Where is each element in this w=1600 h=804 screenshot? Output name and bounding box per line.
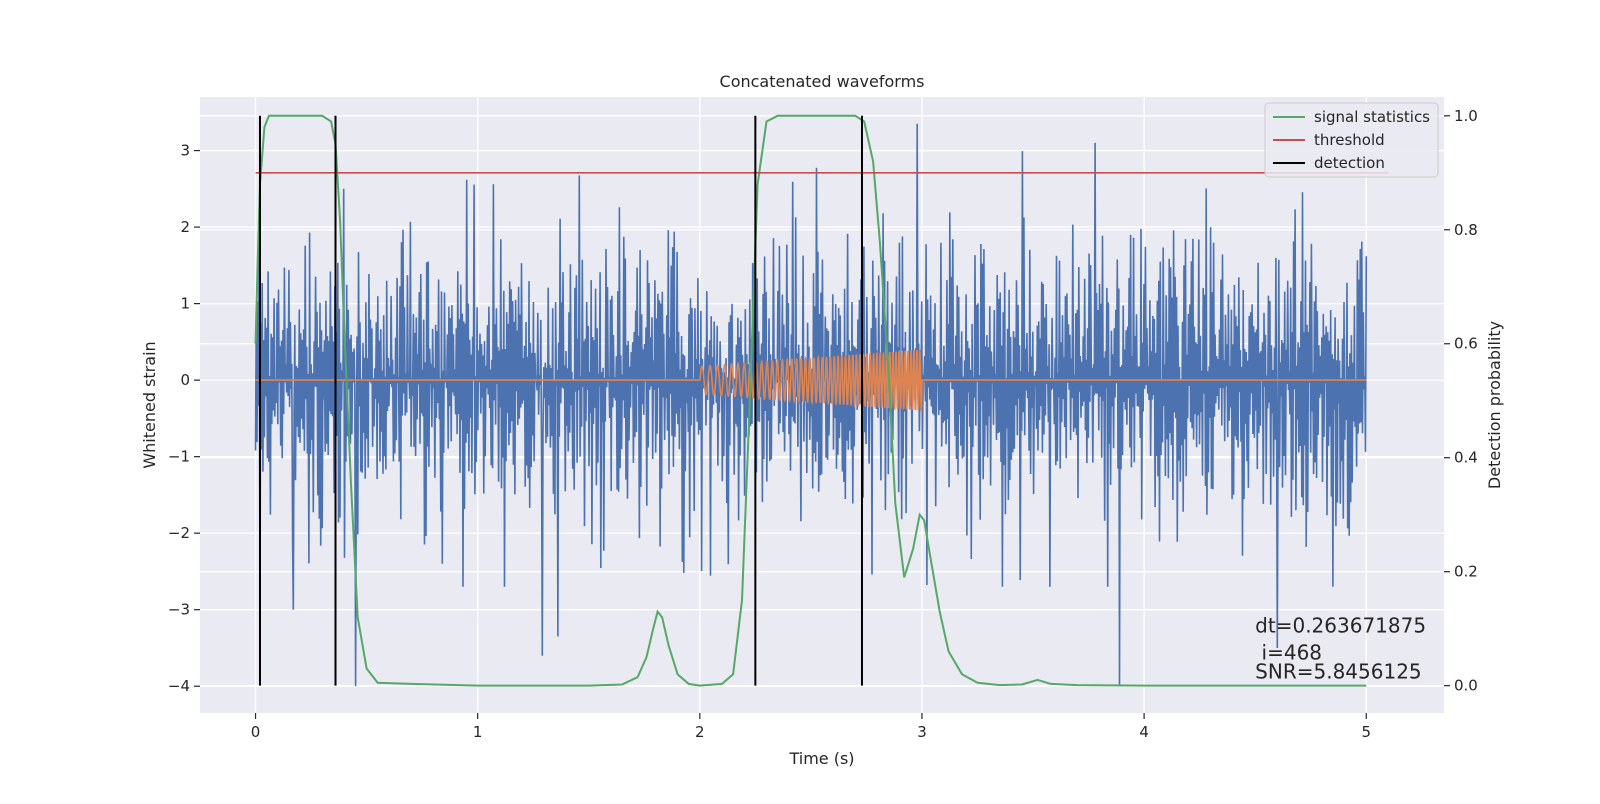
- y-tick-label: −4: [168, 677, 190, 695]
- legend-label-signal-statistics: signal statistics: [1314, 108, 1430, 126]
- y2-tick-label: 0.8: [1454, 221, 1478, 239]
- statistic-series: [254, 114, 1367, 687]
- x-tick-label: 0: [251, 723, 261, 741]
- y-tick-label: 3: [180, 142, 190, 160]
- y-tick-label: −3: [168, 601, 190, 619]
- x-tick-label: 5: [1361, 723, 1371, 741]
- annotation-index: i=468: [1255, 640, 1322, 664]
- y-tick-label: −1: [168, 448, 190, 466]
- x-tick-label: 4: [1139, 723, 1149, 741]
- x-axis-title: Time (s): [788, 749, 854, 768]
- legend-label-threshold: threshold: [1314, 131, 1385, 149]
- detection-series: [258, 115, 863, 686]
- annotations: dt=0.263671875 i=468 SNR=5.8456125: [1255, 614, 1426, 684]
- legend: signal statistics threshold detection: [1264, 102, 1439, 178]
- y2-tick-label: 0.6: [1454, 335, 1478, 353]
- x-tick-label: 1: [473, 723, 483, 741]
- y2-axis-title: Detection probability: [1485, 321, 1504, 489]
- y-tick-label: 1: [180, 295, 190, 313]
- y-axis-title: Whitened strain: [140, 341, 159, 468]
- y-tick-label: −2: [168, 524, 190, 542]
- y-tick-label: 2: [180, 218, 190, 236]
- y2-tick-label: 0.0: [1454, 677, 1478, 695]
- y2-tick-label: 0.4: [1454, 449, 1478, 467]
- annotation-dt: dt=0.263671875: [1255, 614, 1426, 638]
- legend-label-detection: detection: [1314, 154, 1385, 172]
- x-tick-label: 3: [917, 723, 927, 741]
- legend-box: [1264, 102, 1439, 178]
- annotation-snr: SNR=5.8456125: [1255, 660, 1421, 684]
- y-tick-label: 0: [180, 371, 190, 389]
- chart-title: Concatenated waveforms: [720, 72, 925, 91]
- injection-line: [255, 349, 1367, 411]
- y2-tick-label: 1.0: [1454, 107, 1478, 125]
- axis-ticks: 0 1 2 3 4 5 −4 −3 −2 −1 0 1 2 3 0.0 0.2 0.4 0.6 0.8 1.0: [168, 107, 1478, 741]
- x-tick-label: 2: [695, 723, 705, 741]
- injection-series: [255, 349, 1367, 411]
- y2-tick-label: 0.2: [1454, 563, 1478, 581]
- statistic-line: [254, 114, 1367, 687]
